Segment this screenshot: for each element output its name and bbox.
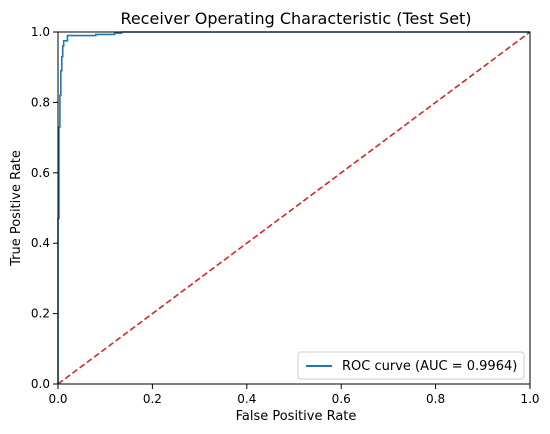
y-tick-label: 0.4	[31, 236, 50, 250]
x-axis-label: False Positive Rate	[236, 409, 357, 424]
x-tick-label: 0.4	[237, 392, 256, 406]
x-tick-label: 0.0	[48, 392, 67, 406]
x-tick-label: 1.0	[520, 392, 539, 406]
chance-diagonal-line	[57, 31, 531, 385]
legend-box	[297, 351, 525, 380]
y-axis-ticks: 0.0 0.2 0.4 0.6 0.8 1.0	[31, 25, 58, 391]
roc-curve-line	[57, 31, 530, 384]
x-tick-label: 0.2	[143, 392, 162, 406]
y-tick-label: 0.8	[31, 95, 50, 109]
chart-title: Receiver Operating Characteristic (Test …	[120, 9, 471, 28]
legend: ROC curve (AUC = 0.9964)	[297, 351, 525, 380]
y-tick-label: 0.6	[31, 166, 50, 180]
y-axis-label: True Positive Rate	[9, 150, 24, 267]
y-tick-label: 0.0	[31, 377, 50, 391]
x-tick-label: 0.6	[332, 392, 351, 406]
x-axis-ticks: 0.0 0.2 0.4 0.6 0.8 1.0	[48, 384, 540, 406]
plot-area-frame	[57, 31, 531, 385]
x-tick-label: 0.8	[426, 392, 445, 406]
plot-series	[57, 31, 531, 385]
legend-label-roc: ROC curve (AUC = 0.9964)	[342, 359, 517, 374]
y-tick-label: 0.2	[31, 307, 50, 321]
y-tick-label: 1.0	[31, 25, 50, 39]
